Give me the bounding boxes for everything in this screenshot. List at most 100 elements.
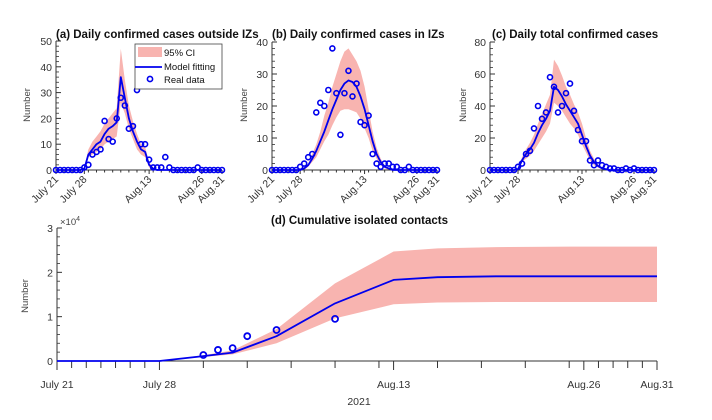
data-point — [272, 166, 280, 174]
data-point — [113, 115, 121, 122]
data-point — [345, 67, 352, 75]
ci-band — [57, 246, 657, 361]
data-point — [145, 156, 153, 163]
y-tick-label: 20 — [40, 113, 52, 125]
data-point — [554, 109, 562, 116]
x-tick-label: Aug.31 — [640, 379, 673, 391]
x-tick-label: July 28 — [491, 174, 523, 206]
data-point — [578, 137, 586, 145]
panel-d-xlabel: 2021 — [347, 396, 371, 408]
data-point — [341, 89, 348, 97]
panel-d: 0 1 2 3 July 21 July 28 Aug.13 Aug.26 Aug.31 — [40, 223, 673, 391]
data-point — [574, 126, 582, 134]
data-point — [542, 109, 550, 116]
data-point — [129, 122, 137, 130]
data-point — [638, 166, 646, 174]
panel-d-y-multiplier: ×104 — [60, 216, 80, 228]
data-point — [570, 107, 578, 115]
model-line — [490, 85, 654, 171]
data-point — [202, 166, 210, 174]
data-point — [510, 166, 518, 174]
data-point — [566, 80, 574, 87]
data-point — [650, 166, 658, 174]
legend-ci-swatch — [138, 47, 162, 57]
data-point — [276, 166, 284, 174]
y-tick-label: 80 — [474, 37, 486, 49]
data-point — [614, 166, 622, 174]
model-line — [57, 275, 657, 362]
data-point — [586, 157, 594, 164]
panel-d-title: (d) Cumulative isolated contacts — [271, 215, 448, 227]
data-point — [272, 326, 281, 334]
data-point — [72, 166, 80, 174]
panel-c-title: (c) Daily total confirmed cases — [492, 29, 658, 41]
y-tick-label: 40 — [40, 62, 52, 74]
data-point — [421, 166, 429, 174]
data-point — [486, 166, 494, 174]
data-point — [268, 166, 276, 174]
data-point — [397, 166, 405, 174]
data-point — [498, 166, 506, 174]
data-point — [377, 163, 384, 171]
data-point — [316, 99, 324, 107]
data-point — [333, 89, 340, 97]
data-point — [642, 166, 650, 174]
y-tick-label: 40 — [474, 101, 486, 113]
data-point — [85, 161, 92, 169]
data-point — [538, 115, 546, 123]
data-point — [514, 163, 522, 171]
data-point — [365, 112, 372, 119]
data-point — [594, 157, 602, 164]
y-tick-label: 1 — [47, 312, 53, 324]
data-point — [385, 160, 393, 167]
data-point — [534, 102, 542, 110]
data-point — [634, 166, 642, 174]
data-point — [325, 86, 332, 94]
y-tick-label: 20 — [474, 133, 486, 145]
data-point — [121, 102, 129, 109]
data-point — [530, 125, 538, 132]
ci-band — [56, 48, 222, 171]
data-point — [300, 160, 308, 167]
data-point — [214, 166, 222, 174]
data-point — [353, 80, 360, 87]
x-tick-label: Aug.13 — [555, 174, 587, 206]
data-point — [405, 163, 413, 171]
x-tick-label: Aug.13 — [377, 379, 410, 391]
data-point — [606, 165, 614, 172]
data-point — [494, 166, 502, 174]
data-point — [101, 117, 108, 125]
data-point — [425, 166, 433, 174]
y-tick-label: 60 — [474, 69, 486, 81]
y-tick-label: 0 — [262, 165, 268, 177]
y-tick-label: 0 — [46, 165, 52, 177]
data-point — [141, 140, 149, 148]
ci-band — [272, 48, 437, 170]
y-tick-label: 20 — [256, 101, 268, 113]
legend-data-label: Real data — [164, 75, 205, 86]
y-tick-label: 3 — [47, 223, 53, 235]
y-tick-label: 0 — [480, 165, 486, 177]
data-point — [373, 160, 380, 167]
x-tick-label: Aug.13 — [338, 174, 370, 206]
x-tick-label: July 28 — [143, 379, 176, 391]
data-point — [409, 166, 417, 174]
y-tick-label: 50 — [40, 36, 52, 48]
panel-a-ylabel: Number — [22, 88, 33, 122]
data-point — [329, 45, 336, 52]
data-point — [546, 73, 554, 81]
data-point — [413, 166, 421, 174]
data-point — [429, 166, 437, 174]
x-tick-label: July 21 — [245, 174, 277, 206]
data-point — [68, 166, 76, 174]
y-tick-label: 30 — [40, 88, 52, 100]
data-point — [52, 166, 60, 174]
data-point — [401, 166, 409, 174]
panel-b-ylabel: Number — [239, 88, 250, 122]
x-tick-label: July 21 — [40, 379, 73, 391]
data-point — [186, 166, 193, 174]
x-tick-label: July 21 — [29, 174, 61, 206]
data-point — [64, 166, 72, 174]
